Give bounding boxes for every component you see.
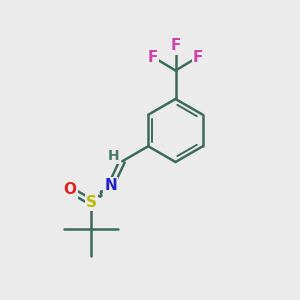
Text: O: O [64,182,76,197]
Text: F: F [170,38,181,53]
Text: H: H [107,149,119,163]
Text: S: S [86,195,97,210]
Text: F: F [193,50,203,64]
Text: N: N [104,178,117,193]
Text: F: F [148,50,158,64]
